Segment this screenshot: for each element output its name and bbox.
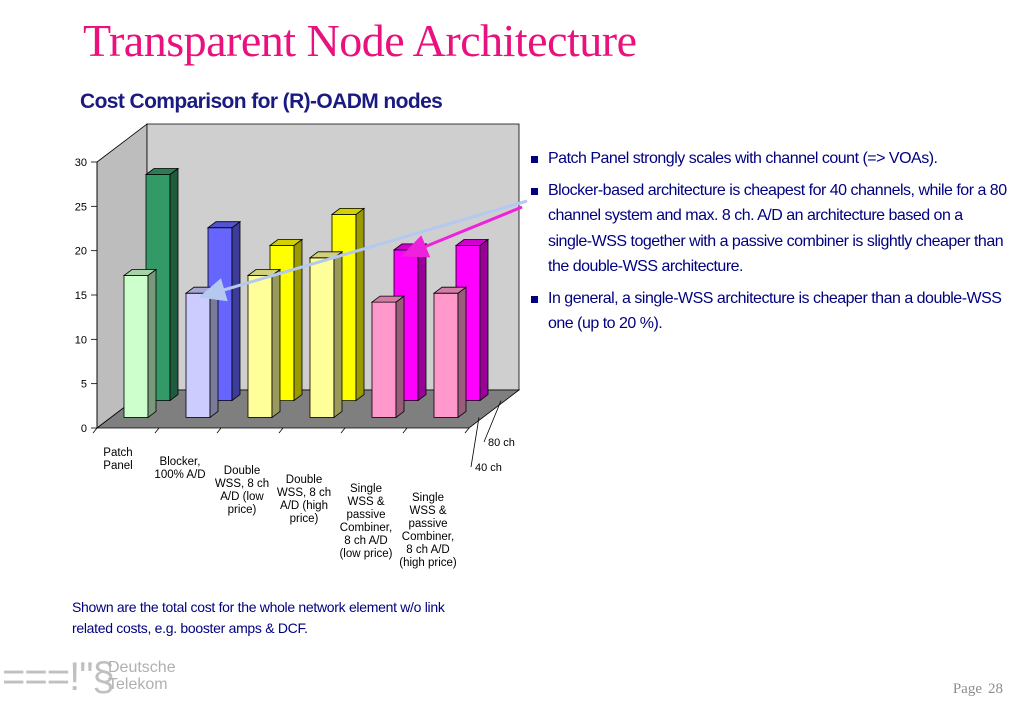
logo-line-2: Telekom <box>108 676 168 693</box>
x-tick-mark <box>464 427 470 434</box>
slide-title: Transparent Node Architecture <box>83 15 637 66</box>
y-tick-label: 10 <box>75 334 87 346</box>
x-tick-mark <box>154 427 160 434</box>
slide-subtitle: Cost Comparison for (R)-OADM nodes <box>80 90 443 113</box>
x-category-label: Single WSS & passive Combiner, 8 ch A/D (low … <box>339 483 392 560</box>
telekom-logo-mark: ===!"§ <box>2 655 115 699</box>
annotation-arrow-blue <box>198 199 528 302</box>
x-tick-mark <box>340 427 346 434</box>
bar-40ch-1 <box>184 286 220 419</box>
x-category-label: Patch Panel <box>103 447 132 472</box>
y-tick-label: 20 <box>75 246 87 258</box>
bar-40ch-3 <box>308 251 344 419</box>
page-number-value: 28 <box>988 681 1003 697</box>
bar-40ch-2 <box>246 268 282 419</box>
y-tick-label: 0 <box>81 423 87 435</box>
x-tick-mark <box>216 427 222 434</box>
x-category-label: Single WSS & passive Combiner, 8 ch A/D (high… <box>399 492 457 569</box>
logo-line-1: Deutsche <box>108 659 176 676</box>
series-axis-label: 40 ch <box>475 462 502 474</box>
page-number: Page 28 <box>947 681 1003 698</box>
series-axis-label: 80 ch <box>488 437 515 449</box>
bullet-item: Blocker-based architecture is cheapest f… <box>530 178 1010 280</box>
bar-40ch-4 <box>370 295 406 419</box>
bullet-list: Patch Panel strongly scales with channel… <box>530 146 1010 343</box>
page-label: Page <box>952 681 982 697</box>
footnote: Shown are the total cost for the whole n… <box>72 599 445 636</box>
bullet-item: In general, a single-WSS architecture is… <box>530 286 1010 337</box>
x-category-label: Double WSS, 8 ch A/D (high price) <box>277 474 331 525</box>
y-tick-label: 5 <box>81 379 87 391</box>
bar-40ch-0 <box>122 268 158 419</box>
series-axis-tick <box>470 417 480 468</box>
deutsche-telekom-logo: ===!"§ Deutsche Telekom <box>0 655 200 705</box>
y-tick-label: 30 <box>75 157 87 169</box>
bullet-item: Patch Panel strongly scales with channel… <box>530 146 1010 172</box>
logo-wordmark: Deutsche Telekom <box>108 659 176 693</box>
x-category-label: Blocker, 100% A/D <box>154 456 205 481</box>
bar-40ch-5 <box>432 286 468 419</box>
x-tick-mark <box>92 427 98 434</box>
y-tick-label: 15 <box>75 290 87 302</box>
annotation-arrow-magenta <box>400 205 523 258</box>
x-tick-mark <box>402 427 408 434</box>
series-axis-tick <box>483 400 502 443</box>
x-category-label: Double WSS, 8 ch A/D (low price) <box>215 465 269 516</box>
y-tick-label: 25 <box>75 201 87 213</box>
x-tick-mark <box>278 427 284 434</box>
